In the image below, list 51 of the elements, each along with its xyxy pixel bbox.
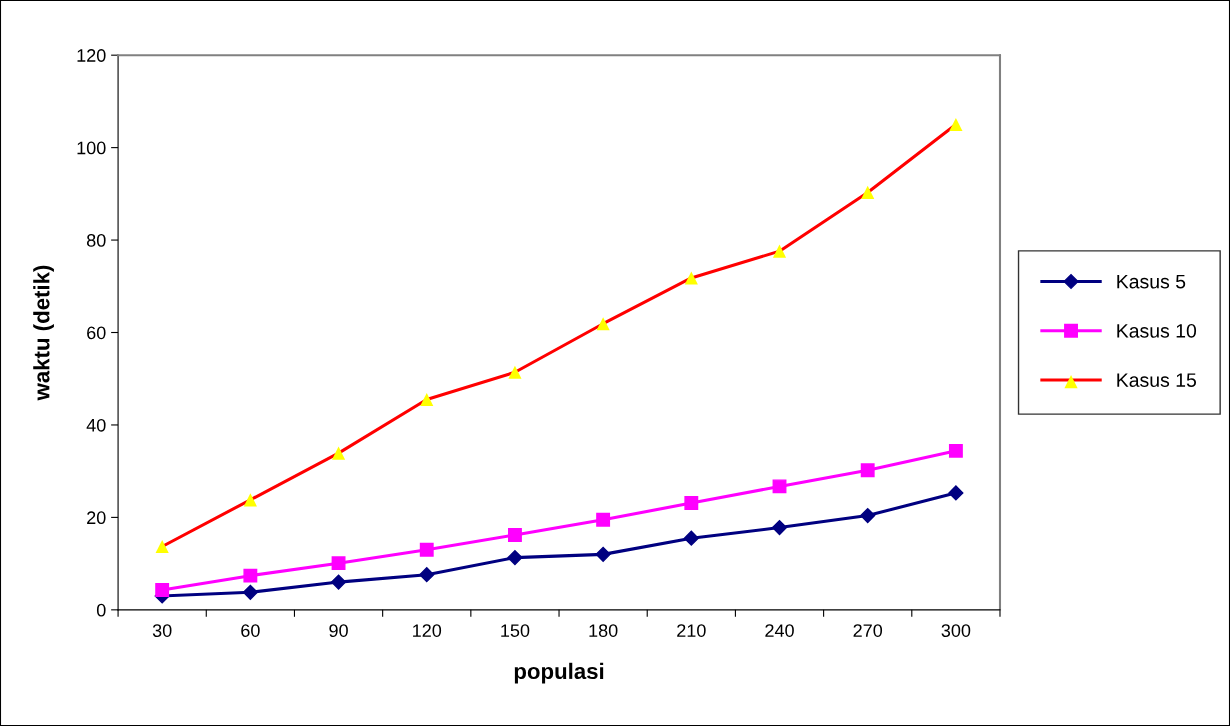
point <box>772 244 787 258</box>
y-tick-label: 100 <box>77 141 106 155</box>
x-tick-label: 240 <box>765 624 794 637</box>
point <box>948 443 963 458</box>
point <box>860 507 876 524</box>
x-tick-label: 210 <box>677 624 706 637</box>
point <box>420 392 434 407</box>
x-tick-label: 90 <box>329 624 348 637</box>
y-tick-label: 60 <box>87 326 106 340</box>
point <box>684 271 698 285</box>
point <box>331 556 346 571</box>
point <box>419 542 434 557</box>
point <box>771 519 788 536</box>
point <box>595 546 611 562</box>
x-tick-label: 120 <box>413 624 442 637</box>
point <box>683 530 699 546</box>
y-axis-title: waktu (detik) <box>33 265 54 401</box>
y-tick-label: 80 <box>86 234 106 247</box>
point <box>861 185 875 200</box>
point <box>948 485 964 501</box>
point <box>949 117 963 132</box>
point <box>772 479 787 494</box>
point <box>243 493 257 507</box>
y-tick-label: 40 <box>86 418 106 432</box>
x-tick-label: 60 <box>241 624 260 637</box>
x-tick-label: 270 <box>853 624 883 637</box>
point <box>507 550 523 566</box>
point <box>596 317 610 331</box>
point <box>331 446 346 460</box>
x-tick-label: 30 <box>152 624 172 637</box>
point <box>242 584 258 600</box>
legend-label: Kasus 15 <box>1117 373 1197 387</box>
legend-label: Kasus 5 <box>1117 274 1186 289</box>
point <box>243 568 258 583</box>
y-tick-label: 20 <box>87 511 106 525</box>
point <box>596 512 611 527</box>
point <box>684 496 699 511</box>
x-tick-label: 300 <box>941 624 971 637</box>
x-axis-title: populasi <box>514 662 604 684</box>
point <box>860 463 875 478</box>
legend-label: Kasus 10 <box>1117 323 1197 338</box>
point <box>507 528 522 542</box>
x-tick-label: 150 <box>501 624 530 637</box>
point <box>330 574 347 590</box>
point <box>419 567 435 583</box>
point <box>155 539 169 554</box>
y-tick-label: 0 <box>96 603 106 617</box>
x-tick-label: 180 <box>589 624 618 637</box>
y-tick-label: 120 <box>77 49 106 62</box>
point <box>508 365 522 379</box>
point <box>155 583 170 597</box>
